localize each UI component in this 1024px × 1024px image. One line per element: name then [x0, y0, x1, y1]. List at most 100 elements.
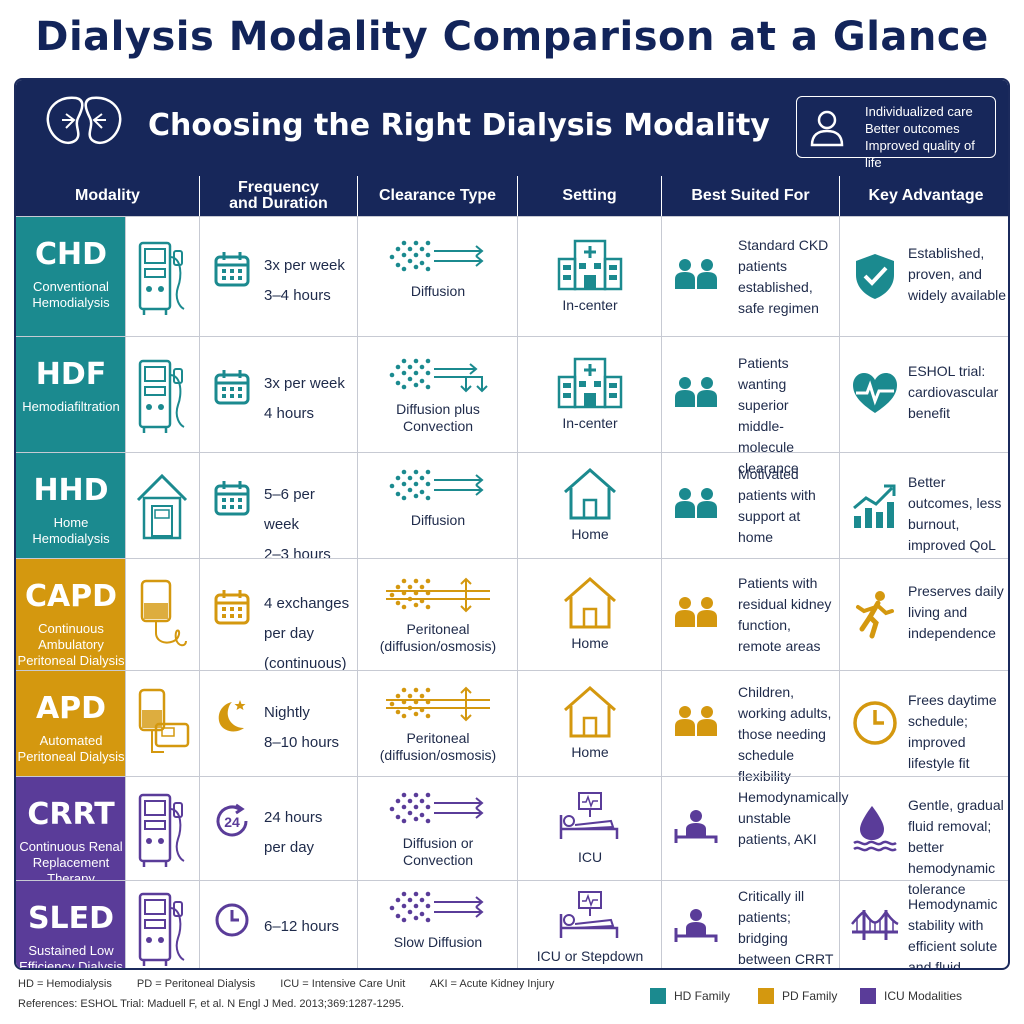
clearance-type: Diffusion or Convection — [402, 835, 474, 868]
setting-cell: In-center — [518, 337, 662, 452]
advantage-cell: Preserves daily living and independence — [840, 559, 1008, 670]
table-row: SLED Sustained Low Efficiency Dialysis 6… — [16, 880, 1008, 970]
modality-badge: CHD Conventional Hemodialysis — [16, 217, 126, 336]
clearance-cell: Diffusion — [358, 217, 518, 336]
setting-label: In-center — [562, 297, 618, 313]
clearance-type: Diffusion — [410, 283, 466, 299]
setting-cell: Home — [518, 559, 662, 670]
frequency-line: (continuous) — [264, 655, 347, 672]
frequency-line: Nightly — [264, 704, 310, 721]
clearance-diagram-icon — [386, 684, 490, 724]
modality-full-name: Sustained Low Efficiency Dialysis — [19, 943, 123, 970]
col-header-suited: Best Suited For — [662, 176, 840, 216]
dialysis-machine-icon — [134, 575, 190, 655]
advantage-text: Established, proven, and widely availabl… — [908, 245, 1007, 303]
abbrev-icu: ICU = Intensive Care Unit — [280, 978, 406, 990]
people-icon — [672, 255, 720, 295]
clearance-type: Peritoneal (diffusion/osmosis) — [379, 730, 497, 763]
abbrev-pd: PD = Peritoneal Dialysis — [136, 978, 256, 990]
modality-abbr: CHD — [34, 237, 108, 272]
clearance-diagram-icon — [386, 575, 490, 615]
modality-icon-cell — [126, 337, 200, 452]
modality-full-name: Continuous Ambulatory Peritoneal Dialysi… — [17, 621, 125, 668]
suited-cell: Hemodynamically unstable patients, AKI — [662, 777, 849, 880]
person-icon — [810, 110, 844, 147]
abbreviations: HD = Hemodialysis PD = Peritoneal Dialys… — [18, 978, 576, 990]
dialysis-machine-icon — [134, 237, 190, 317]
modality-badge: CRRT Continuous Renal Replacement Therap… — [16, 777, 126, 886]
modality-icon-cell — [126, 217, 200, 336]
clearance-type: Diffusion — [410, 512, 466, 528]
people-icon — [672, 373, 720, 413]
suited-cell: Standard CKD patients established, safe r… — [662, 217, 840, 336]
clearance-cell: Slow Diffusion — [358, 881, 518, 968]
suited-cell: Patients wanting superior middle-molecul… — [662, 337, 840, 476]
frequency-cell: 3x per week 4 hours — [200, 337, 358, 452]
modality-badge: SLED Sustained Low Efficiency Dialysis — [16, 881, 126, 970]
icu-bed-icon — [555, 888, 625, 944]
kidneys-icon — [46, 96, 122, 145]
patient-bed-icon — [672, 807, 720, 847]
col-header-frequency: Frequency and Duration — [200, 176, 358, 216]
frequency-line: 4 hours — [264, 405, 315, 422]
suited-line: Hemodynamically unstable patients, AKI — [738, 789, 849, 847]
table-row: CAPD Continuous Ambulatory Peritoneal Di… — [16, 558, 1008, 672]
modality-abbr: CAPD — [24, 579, 118, 614]
heart-pulse-icon — [850, 369, 900, 419]
abbrev-hd: HD = Hemodialysis — [18, 978, 112, 990]
patient-bed-icon — [672, 906, 720, 946]
col-header-setting: Setting — [518, 176, 662, 216]
dialysis-machine-icon — [134, 466, 190, 546]
legend-swatch-hd — [650, 988, 666, 1004]
advantage-text: Preserves daily living and independence — [908, 583, 1004, 641]
home-icon — [555, 575, 625, 631]
advantage-text: Better outcomes, less burnout, improved … — [908, 474, 1002, 553]
setting-cell: ICU — [518, 777, 662, 880]
clearance-type: Slow Diffusion — [393, 934, 483, 950]
setting-label: Home — [571, 744, 609, 760]
frequency-cell: 3x per week 3–4 hours — [200, 217, 358, 336]
suited-line: Patients with residual kidney function, … — [738, 575, 832, 654]
clearance-type: Diffusion plus Convection — [396, 401, 480, 434]
suited-line: Children, working adults, those needing … — [738, 684, 832, 784]
suited-line: Motivated patients with support at home — [738, 466, 816, 545]
clearance-cell: Diffusion or Convection — [358, 777, 518, 880]
advantage-text: Gentle, gradual fluid removal; better he… — [908, 797, 1004, 897]
bridge-icon — [850, 902, 900, 952]
people-icon — [672, 593, 720, 633]
legend-icu: ICU Modalities — [860, 988, 962, 1004]
modality-abbr: CRRT — [27, 797, 115, 832]
people-icon — [672, 702, 720, 742]
legend-swatch-pd — [758, 988, 774, 1004]
modality-full-name: Hemodiafiltration — [22, 399, 120, 414]
suited-cell: Children, working adults, those needing … — [662, 671, 840, 784]
suited-line: Standard CKD patients — [738, 237, 829, 274]
home-icon — [555, 466, 625, 522]
advantage-cell: Established, proven, and widely availabl… — [840, 217, 1008, 336]
banner-title: Choosing the Right Dialysis Modality — [148, 108, 770, 143]
clearance-diagram-icon — [386, 888, 490, 928]
table-row: HHD Home Hemodialysis 5–6 per week 2–3 ho… — [16, 452, 1008, 563]
setting-cell: In-center — [518, 217, 662, 336]
dialysis-machine-icon — [134, 888, 190, 968]
suited-line: Critically ill patients; bridging betwee… — [738, 888, 834, 967]
col-header-advantage: Key Advantage — [840, 176, 1008, 216]
frequency-line: 3x per week — [264, 375, 345, 392]
references: References: ESHOL Trial: Maduell F, et a… — [18, 998, 405, 1010]
home-icon — [555, 684, 625, 740]
growth-chart-icon — [850, 480, 900, 530]
clearance-cell: Diffusion plus Convection — [358, 337, 518, 452]
frequency-line: 3–4 hours — [264, 287, 331, 304]
table-row: HDF Hemodiafiltration 3x per week 4 hours… — [16, 336, 1008, 476]
suited-cell: Critically ill patients; bridging betwee… — [662, 881, 840, 968]
modality-abbr: APD — [35, 691, 107, 726]
suited-cell: Motivated patients with support at home — [662, 453, 840, 558]
modality-icon-cell — [126, 777, 200, 880]
advantage-cell: Frees daytime schedule; improved lifesty… — [840, 671, 1008, 776]
frequency-cell: 6–12 hours — [200, 881, 358, 968]
table-row: CHD Conventional Hemodialysis 3x per wee… — [16, 216, 1008, 336]
moon-icon — [212, 696, 252, 736]
banner: Choosing the Right Dialysis Modality Ind… — [16, 80, 1008, 176]
advantage-cell: Better outcomes, less burnout, improved … — [840, 453, 1008, 558]
frequency-cell: Nightly 8–10 hours — [200, 671, 358, 776]
